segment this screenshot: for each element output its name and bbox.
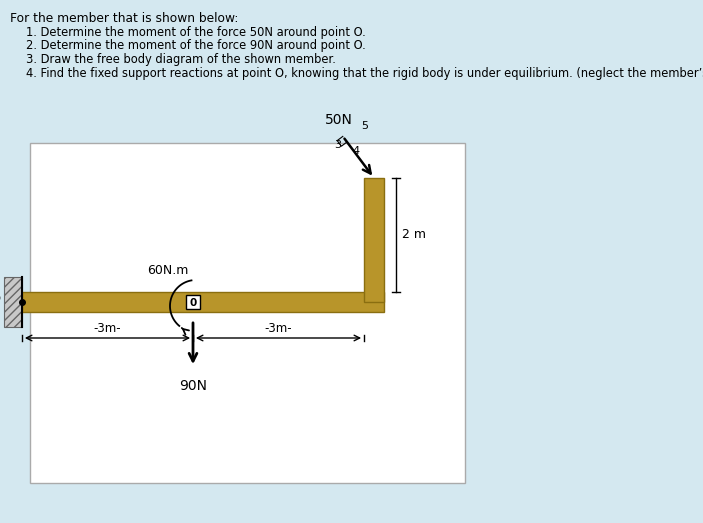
Text: 90N: 90N bbox=[179, 379, 207, 393]
Bar bbox=[4, 277, 22, 327]
Text: 4: 4 bbox=[353, 146, 360, 156]
Bar bbox=[186, 295, 200, 309]
Text: -3m-: -3m- bbox=[265, 322, 292, 335]
Bar bbox=[364, 178, 384, 302]
Bar bbox=[30, 143, 465, 483]
Text: 0: 0 bbox=[189, 298, 197, 308]
Text: 2. Determine the moment of the force 90N around point O.: 2. Determine the moment of the force 90N… bbox=[26, 40, 366, 52]
Text: 3: 3 bbox=[334, 140, 341, 151]
Text: 5: 5 bbox=[361, 121, 368, 131]
Text: For the member that is shown below:: For the member that is shown below: bbox=[10, 12, 238, 25]
Text: 50N: 50N bbox=[325, 113, 353, 128]
Text: 60N.m: 60N.m bbox=[147, 264, 188, 277]
Text: 2 m: 2 m bbox=[402, 229, 426, 242]
Text: 3. Draw the free body diagram of the shown member.: 3. Draw the free body diagram of the sho… bbox=[26, 53, 336, 66]
Text: 4. Find the fixed support reactions at point O, knowing that the rigid body is u: 4. Find the fixed support reactions at p… bbox=[26, 66, 703, 79]
Text: 1. Determine the moment of the force 50N around point O.: 1. Determine the moment of the force 50N… bbox=[26, 26, 366, 39]
Text: -3m-: -3m- bbox=[93, 322, 122, 335]
Bar bbox=[22, 292, 384, 312]
